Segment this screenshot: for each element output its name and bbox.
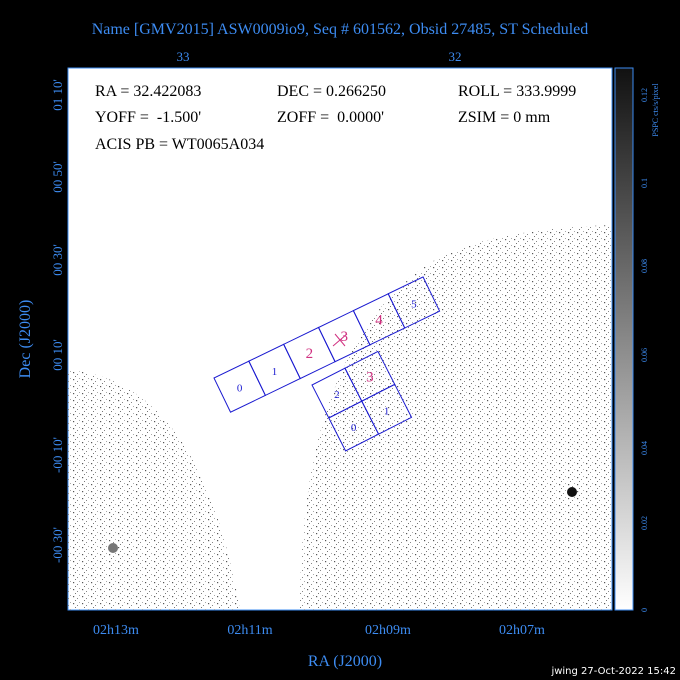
- x-tick-label: 02h11m: [227, 623, 272, 638]
- title: Name [GMV2015] ASW0009io9, Seq # 601562,…: [92, 21, 589, 38]
- y-tick-label: 01 10': [50, 79, 65, 111]
- chip: [361, 383, 413, 435]
- colorbar: [614, 67, 634, 611]
- chip-label: 3: [340, 329, 348, 345]
- info-text: ROLL = 333.9999: [458, 83, 576, 100]
- acis-s-array: 0 1 2 3 4 5: [213, 276, 441, 413]
- faint-source: [108, 543, 118, 553]
- x-tick-label: 02h09m: [365, 623, 411, 638]
- info-text: DEC = 0.266250: [277, 83, 386, 100]
- colorbar-tick-label: 0.1: [640, 178, 649, 188]
- colorbar-tick-label: 0.02: [640, 516, 649, 530]
- acis-i-array: 2 3 0 1: [311, 350, 413, 452]
- chip-label: 4: [375, 312, 383, 328]
- x-tick-label: 02h13m: [93, 623, 139, 638]
- colorbar-tick-label: 0.08: [640, 259, 649, 273]
- info-text: ACIS PB = WT0065A034: [95, 136, 264, 153]
- colorbar-tick-label: 0.06: [640, 348, 649, 362]
- y-tick-label: -00 10': [50, 437, 65, 473]
- y-axis-label: Dec (J2000): [17, 300, 34, 379]
- footer: jwing 27-Oct-2022 15:42: [550, 666, 676, 677]
- chip-label: 2: [334, 389, 340, 401]
- chip-label: 1: [384, 405, 390, 417]
- aimpoint-marker: [332, 333, 348, 347]
- colorbar-tick-label: 0.12: [640, 88, 649, 102]
- y-tick-label: 00 50': [50, 161, 65, 193]
- chip-label: 3: [366, 369, 374, 385]
- x-tick-label: 02h07m: [499, 623, 545, 638]
- chip-label: 5: [411, 298, 417, 310]
- colorbar-label: PSPC cts/s/pixel: [651, 83, 660, 137]
- exposure-right: [300, 225, 612, 610]
- info-text: YOFF = -1.500': [95, 109, 201, 126]
- chip-label: 2: [306, 346, 314, 362]
- chip-label: 0: [237, 383, 243, 395]
- x-axis-label: RA (J2000): [308, 653, 382, 670]
- chip: [387, 276, 441, 329]
- y-tick-label: 00 10': [50, 339, 65, 371]
- colorbar-tick-label: 0.04: [640, 441, 649, 455]
- bright-source: [567, 487, 577, 497]
- y-tick-label: -00 30': [50, 527, 65, 563]
- top-tick-label: 33: [177, 49, 190, 64]
- chip-label: 1: [272, 366, 278, 378]
- colorbar-tick-label: 0: [640, 608, 649, 612]
- info-text: RA = 32.422083: [95, 83, 201, 100]
- chip-label: 0: [351, 422, 357, 434]
- info-text: ZSIM = 0 mm: [458, 109, 551, 126]
- top-tick-label: 32: [449, 49, 462, 64]
- info-text: ZOFF = 0.0000': [277, 109, 384, 126]
- y-tick-label: 00 30': [50, 244, 65, 276]
